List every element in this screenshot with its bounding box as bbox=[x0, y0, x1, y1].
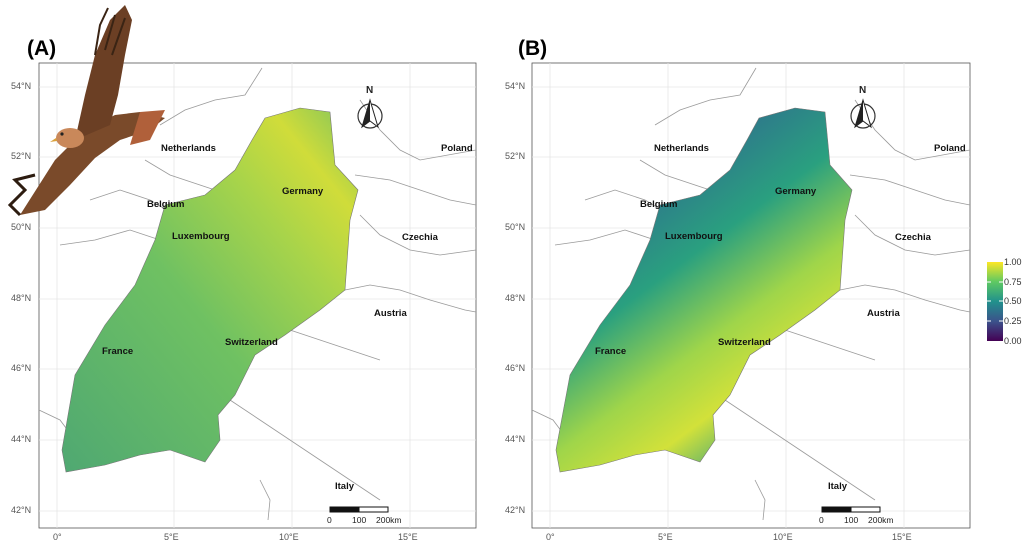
lat-tick: 48°N bbox=[505, 293, 526, 303]
country-czechia: Czechia bbox=[402, 232, 438, 243]
lat-tick: 50°N bbox=[505, 222, 526, 232]
country-luxembourg: Luxembourg bbox=[665, 231, 723, 242]
lon-tick: 0° bbox=[53, 532, 62, 542]
country-netherlands: Netherlands bbox=[161, 143, 216, 154]
scale-label: 0 bbox=[327, 515, 332, 525]
panel-a-habitat-map bbox=[61, 107, 359, 473]
panel-a-scale-bar bbox=[329, 506, 389, 513]
legend-tick-marks bbox=[987, 281, 1003, 322]
red-kite-image bbox=[7, 5, 165, 217]
panel-b-scale-bar bbox=[821, 506, 881, 513]
scale-label: 200km bbox=[868, 515, 894, 525]
panel-b-habitat-map bbox=[555, 107, 853, 473]
lat-tick: 52°N bbox=[505, 151, 526, 161]
lon-tick: 10°E bbox=[279, 532, 299, 542]
country-italy: Italy bbox=[828, 481, 848, 492]
country-germany: Germany bbox=[282, 186, 324, 197]
lat-tick: 48°N bbox=[11, 293, 32, 303]
panel-a-label: (A) bbox=[27, 37, 57, 60]
lat-tick: 50°N bbox=[11, 222, 32, 232]
lat-tick: 52°N bbox=[11, 151, 32, 161]
country-czechia: Czechia bbox=[895, 232, 931, 243]
country-netherlands: Netherlands bbox=[654, 143, 709, 154]
country-germany: Germany bbox=[775, 186, 817, 197]
country-france: France bbox=[595, 346, 627, 357]
panel-b-label: (B) bbox=[518, 37, 548, 60]
legend-tick-label: 0.00 bbox=[1004, 336, 1022, 346]
country-belgium: Belgium bbox=[147, 199, 185, 210]
lat-tick: 46°N bbox=[11, 363, 32, 373]
lon-tick: 15°E bbox=[398, 532, 418, 542]
scale-label: 100 bbox=[352, 515, 367, 525]
country-luxembourg: Luxembourg bbox=[172, 231, 230, 242]
panel-b-north-label: N bbox=[859, 85, 867, 96]
scale-label: 0 bbox=[819, 515, 824, 525]
country-poland: Poland bbox=[441, 143, 473, 154]
lon-tick: 10°E bbox=[773, 532, 793, 542]
country-switzerland: Switzerland bbox=[718, 337, 771, 348]
panel-a-north-arrow bbox=[357, 98, 383, 129]
lat-tick: 44°N bbox=[505, 434, 526, 444]
lon-tick: 5°E bbox=[658, 532, 673, 542]
lat-tick: 46°N bbox=[505, 363, 526, 373]
lat-tick: 42°N bbox=[11, 505, 32, 515]
country-italy: Italy bbox=[335, 481, 355, 492]
country-austria: Austria bbox=[374, 308, 407, 319]
legend-tick-label: 0.75 bbox=[1004, 277, 1022, 287]
legend-tick-label: 1.00 bbox=[1004, 257, 1022, 267]
scale-label: 100 bbox=[844, 515, 859, 525]
panel-b-north-arrow bbox=[850, 98, 876, 129]
country-poland: Poland bbox=[934, 143, 966, 154]
country-belgium: Belgium bbox=[640, 199, 678, 210]
lat-tick: 42°N bbox=[505, 505, 526, 515]
lon-tick: 15°E bbox=[892, 532, 912, 542]
country-france: France bbox=[102, 346, 134, 357]
lat-tick: 54°N bbox=[505, 81, 526, 91]
scale-label: 200km bbox=[376, 515, 402, 525]
legend-tick-label: 0.50 bbox=[1004, 296, 1022, 306]
lon-tick: 0° bbox=[546, 532, 555, 542]
panel-a-north-label: N bbox=[366, 85, 374, 96]
lon-tick: 5°E bbox=[164, 532, 179, 542]
country-switzerland: Switzerland bbox=[225, 337, 278, 348]
lat-tick: 54°N bbox=[11, 81, 32, 91]
legend-tick-label: 0.25 bbox=[1004, 316, 1022, 326]
lat-tick: 44°N bbox=[11, 434, 32, 444]
country-austria: Austria bbox=[867, 308, 900, 319]
